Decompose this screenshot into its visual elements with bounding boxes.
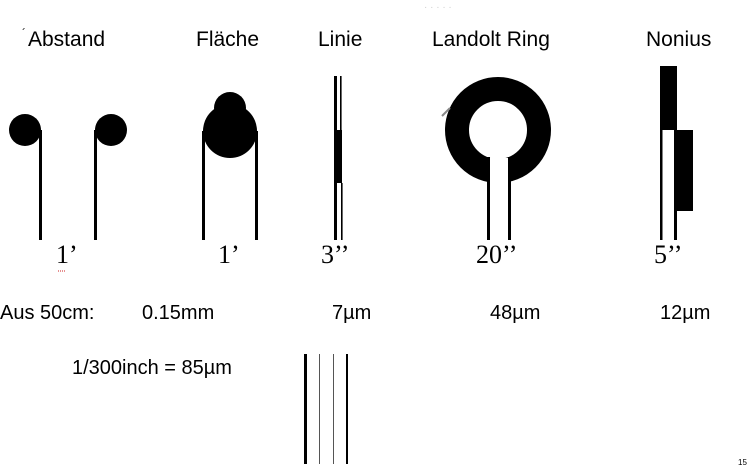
- landolt-grey-mark: [441, 107, 451, 117]
- angle-nonius: 5’’: [654, 240, 683, 269]
- line-sample-thin-2: [333, 354, 334, 464]
- inch-conversion-note: 1/300inch = 85µm: [72, 357, 232, 379]
- header-flaeche: Fläche: [196, 28, 260, 51]
- header-abstand: Abstand: [28, 28, 106, 51]
- resolution-nonius: 12µm: [660, 302, 711, 324]
- nonius-left-stem: [660, 130, 663, 240]
- nonius-lower-block: [677, 130, 693, 211]
- abstand-figure: [9, 114, 127, 240]
- abstand-right-dot: [95, 114, 127, 146]
- distance-label: Aus 50cm:: [0, 302, 95, 324]
- line-sample-thick-2: [346, 354, 348, 464]
- linie-thin-stroke: [340, 76, 342, 132]
- nonius-figure: [660, 66, 693, 240]
- linie-left-stem: [334, 76, 337, 240]
- landolt-figure: [441, 77, 551, 240]
- flaeche-small-dot: [214, 92, 246, 124]
- flaeche-large-dot: [203, 104, 257, 158]
- abstand-left-stem: [39, 130, 42, 240]
- linie-figure: [334, 76, 343, 240]
- angle-linie: 3’’: [321, 240, 350, 269]
- landolt-left-stem: [487, 157, 490, 240]
- resolution-flaeche: 0.15mm: [142, 302, 215, 324]
- angle-abstand: 1’: [56, 240, 78, 269]
- corner-mark: ´: [22, 26, 26, 40]
- header-nonius: Nonius: [646, 28, 712, 51]
- header-landolt-ring: Landolt Ring: [432, 28, 550, 51]
- nonius-middle-stem: [674, 130, 677, 240]
- page-number: 15: [738, 458, 747, 467]
- resolution-linie: 7µm: [332, 302, 372, 324]
- flaeche-figure: [202, 92, 258, 240]
- flaeche-left-stem: [202, 131, 205, 240]
- landolt-right-stem: [508, 157, 511, 240]
- line-sample: [304, 354, 348, 464]
- angle-flaeche: 1’: [218, 240, 240, 269]
- nonius-upper-block: [660, 66, 677, 130]
- landolt-gap: [489, 158, 511, 186]
- linie-block: [337, 130, 342, 183]
- abstand-right-stem: [94, 130, 97, 240]
- faded-top-text: · · · · ·: [424, 2, 452, 13]
- line-sample-thick-1: [304, 354, 307, 464]
- flaeche-right-stem: [255, 131, 258, 240]
- resolution-landolt: 48µm: [490, 302, 541, 324]
- header-linie: Linie: [318, 28, 363, 51]
- abstand-left-dot: [9, 114, 41, 146]
- line-sample-thin-1: [319, 354, 320, 464]
- angle-landolt: 20’’: [476, 240, 518, 269]
- linie-right-stem: [341, 183, 343, 240]
